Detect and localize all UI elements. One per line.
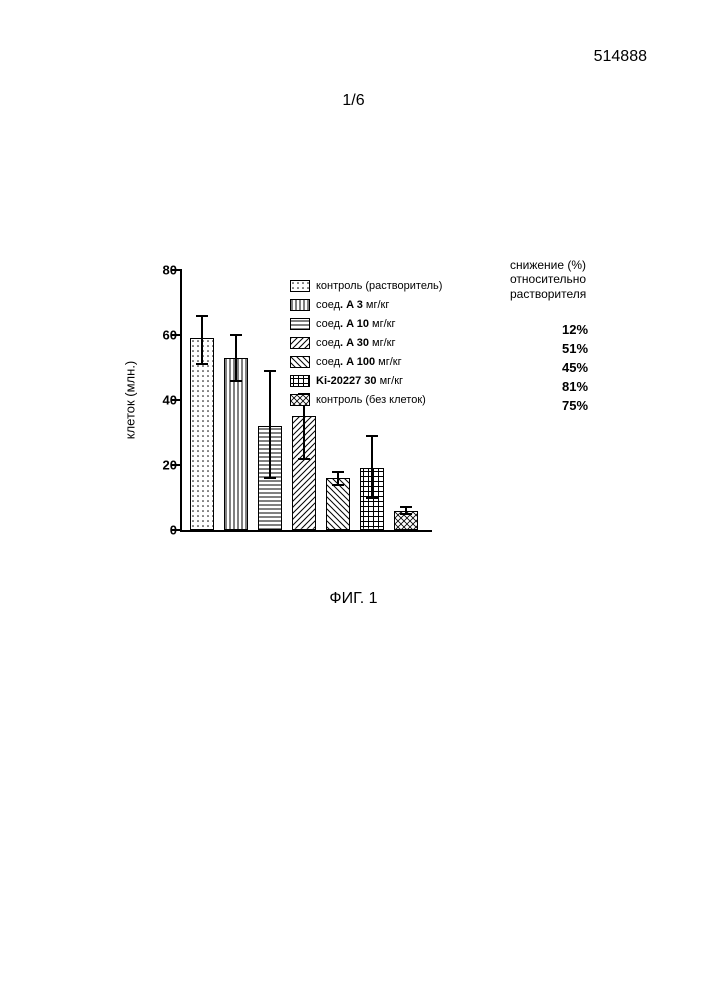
reduction-value [510,417,640,433]
legend-swatch [290,394,310,406]
error-cap [332,471,344,473]
legend-label: контроль (растворитель) [316,280,442,292]
reduction-value: 12% [510,322,640,338]
legend-item: контроль (без клеток) [290,392,520,408]
y-tick-label: 60 [147,328,177,343]
bar [224,358,248,530]
error-cap [400,513,412,515]
legend-item: соед. A 30 мг/кг [290,335,520,351]
error-cap [264,477,276,479]
error-bar [201,316,203,365]
error-cap [264,370,276,372]
error-cap [366,435,378,437]
legend-swatch [290,375,310,387]
reduction-value: 51% [510,341,640,357]
y-axis-label: клеток (млн.) [123,361,138,440]
legend-item: соед. A 10 мг/кг [290,316,520,332]
legend-label: соед. A 10 мг/кг [316,318,396,330]
reduction-header: снижение (%) относительно растворителя [510,258,640,301]
error-cap [196,315,208,317]
reduction-header-line: растворителя [510,287,640,301]
legend-item: Ki-20227 30 мг/кг [290,373,520,389]
error-cap [332,484,344,486]
legend-label: Ki-20227 30 мг/кг [316,375,403,387]
legend-label: контроль (без клеток) [316,394,426,406]
error-cap [230,380,242,382]
legend-swatch [290,299,310,311]
bar [326,478,350,530]
legend-swatch [290,356,310,368]
reduction-value: 45% [510,360,640,376]
bar [190,338,214,530]
page-number: 1/6 [342,92,364,110]
reduction-value: 75% [510,398,640,414]
error-bar [371,436,373,498]
y-tick-label: 20 [147,458,177,473]
page: 514888 1/6 [0,0,707,1000]
y-tick-label: 40 [147,393,177,408]
document-number: 514888 [594,48,647,66]
figure-caption: ФИГ. 1 [329,590,377,608]
y-tick-label: 80 [147,263,177,278]
legend-label: соед. A 3 мг/кг [316,299,389,311]
legend-item: контроль (растворитель) [290,278,520,294]
legend-label: соед. A 30 мг/кг [316,337,396,349]
legend-swatch [290,337,310,349]
error-cap [196,363,208,365]
reduction-header-line: относительно [510,272,640,286]
legend-label: соед. A 100 мг/кг [316,356,402,368]
y-tick-label: 0 [147,523,177,538]
error-cap [366,497,378,499]
error-bar [235,335,237,381]
legend-item: соед. A 100 мг/кг [290,354,520,370]
legend-item: соед. A 3 мг/кг [290,297,520,313]
reduction-header-line: снижение (%) [510,258,640,272]
error-cap [230,334,242,336]
reduction-column: снижение (%) относительно растворителя 1… [510,258,640,436]
error-cap [298,458,310,460]
reduction-value: 81% [510,379,640,395]
error-cap [400,506,412,508]
reduction-value [510,303,640,319]
error-bar [269,371,271,478]
reduction-values: 12% 51% 45% 81% 75% [510,303,640,433]
legend-swatch [290,280,310,292]
legend-swatch [290,318,310,330]
legend: контроль (растворитель) соед. A 3 мг/кг со… [290,278,520,411]
